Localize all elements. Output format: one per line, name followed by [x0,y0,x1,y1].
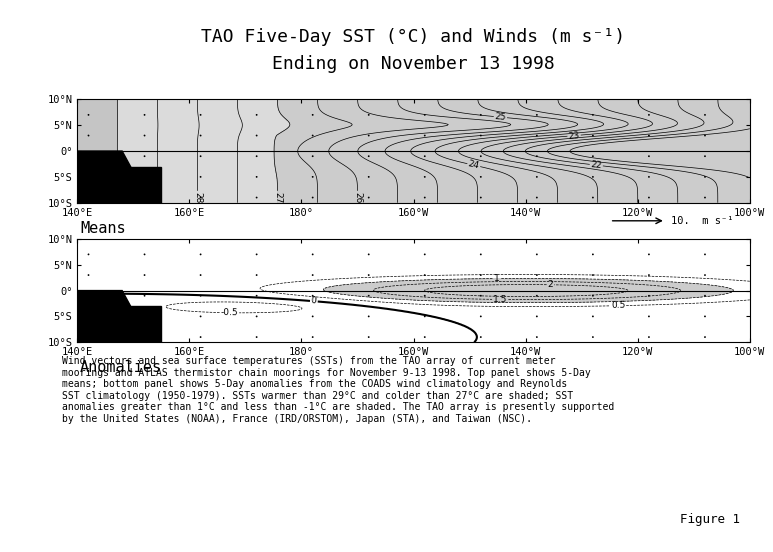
Text: Anomalies: Anomalies [80,360,162,375]
Polygon shape [77,167,162,203]
Text: 28: 28 [193,192,202,203]
Text: TAO Five-Day SST (°C) and Winds (m s⁻¹): TAO Five-Day SST (°C) and Winds (m s⁻¹) [202,28,625,46]
Text: 2: 2 [547,280,553,289]
Text: 23: 23 [568,131,580,141]
Text: 0.5: 0.5 [611,301,625,310]
Text: 27: 27 [273,192,282,203]
Text: Means: Means [80,221,126,236]
Text: 0: 0 [311,296,317,306]
Text: 1.5: 1.5 [493,295,507,304]
Text: 10.  m s⁻¹: 10. m s⁻¹ [671,216,734,226]
Text: -0.5: -0.5 [220,308,238,317]
Text: 22: 22 [590,160,602,170]
Text: 25: 25 [494,112,506,122]
Text: Figure 1: Figure 1 [680,513,741,527]
Text: 1: 1 [493,274,499,283]
Polygon shape [77,290,133,311]
Text: 24: 24 [468,160,480,171]
Polygon shape [77,151,133,172]
Text: Wind vectors and sea surface temperatures (SSTs) from the TAO array of current m: Wind vectors and sea surface temperature… [62,356,614,424]
Text: Ending on November 13 1998: Ending on November 13 1998 [272,55,555,73]
Text: 26: 26 [353,192,362,203]
Text: 29: 29 [113,181,122,192]
Polygon shape [77,306,162,342]
